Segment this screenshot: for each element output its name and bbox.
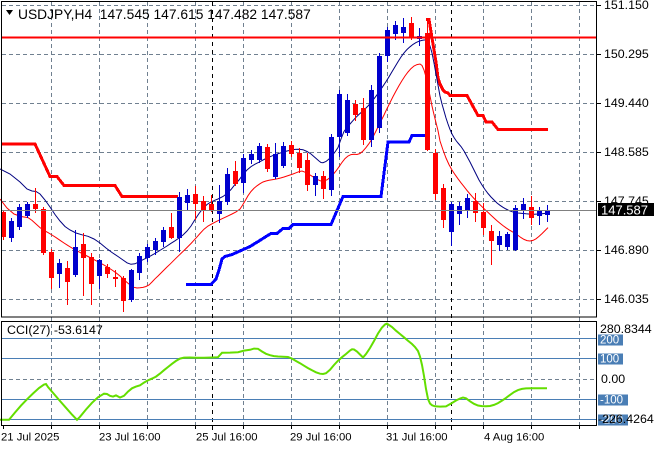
svg-text:200: 200	[600, 335, 619, 347]
svg-text:147.587: 147.587	[601, 203, 648, 218]
svg-text:USDJPY,H4 147.545 147.615 147: USDJPY,H4 147.545 147.615 147.482 147.58…	[18, 7, 311, 22]
svg-text:CCI(27) -53.6147: CCI(27) -53.6147	[7, 323, 103, 337]
svg-text:149.440: 149.440	[604, 96, 649, 110]
svg-text:150.295: 150.295	[604, 47, 649, 61]
svg-text:-200: -200	[600, 415, 623, 427]
svg-text:23 Jul 16:00: 23 Jul 16:00	[99, 432, 161, 444]
svg-text:31 Jul 16:00: 31 Jul 16:00	[386, 432, 448, 444]
svg-text:4 Aug 16:00: 4 Aug 16:00	[484, 432, 544, 444]
svg-text:-226.4264: -226.4264	[598, 412, 654, 426]
svg-text:148.585: 148.585	[604, 145, 649, 159]
svg-text:151.150: 151.150	[604, 0, 649, 12]
svg-text:-100: -100	[600, 395, 623, 407]
svg-text:146.890: 146.890	[604, 243, 649, 257]
svg-text:100: 100	[600, 354, 619, 366]
svg-text:0.00: 0.00	[601, 372, 625, 386]
svg-text:25 Jul 16:00: 25 Jul 16:00	[196, 432, 258, 444]
svg-text:280.8344: 280.8344	[600, 322, 652, 336]
svg-text:29 Jul 16:00: 29 Jul 16:00	[290, 432, 352, 444]
svg-text:21 Jul 2025: 21 Jul 2025	[1, 432, 59, 444]
svg-text:146.035: 146.035	[604, 292, 649, 306]
